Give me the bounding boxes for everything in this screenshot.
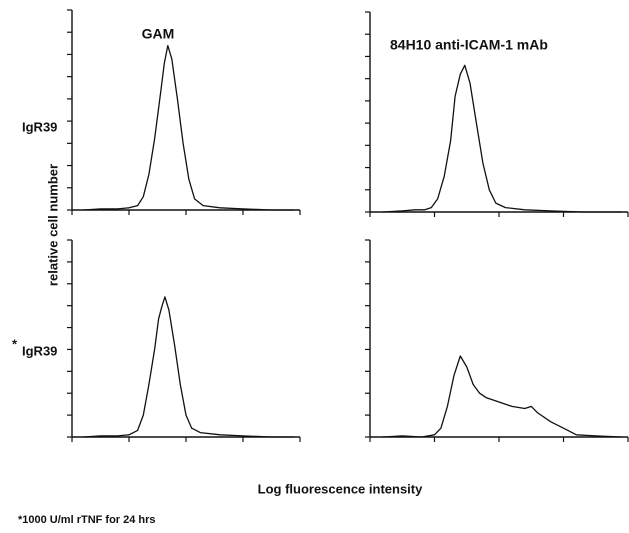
y-axis-label: relative cell number	[45, 164, 60, 286]
histogram-curve	[83, 296, 295, 438]
x-axis-label: Log fluorescence intensity	[258, 481, 423, 496]
histogram-curve	[382, 355, 622, 438]
row-label: IgR39	[22, 343, 57, 358]
panel-title: GAM	[142, 26, 175, 42]
histogram-curve	[382, 64, 622, 213]
row-label: IgR39	[22, 119, 57, 134]
asterisk: *	[12, 336, 18, 351]
panel-title: 84H10 anti-ICAM-1 mAb	[390, 37, 548, 53]
footnote: *1000 U/ml rTNF for 24 hrs	[18, 514, 156, 526]
histogram-curve	[83, 44, 295, 211]
